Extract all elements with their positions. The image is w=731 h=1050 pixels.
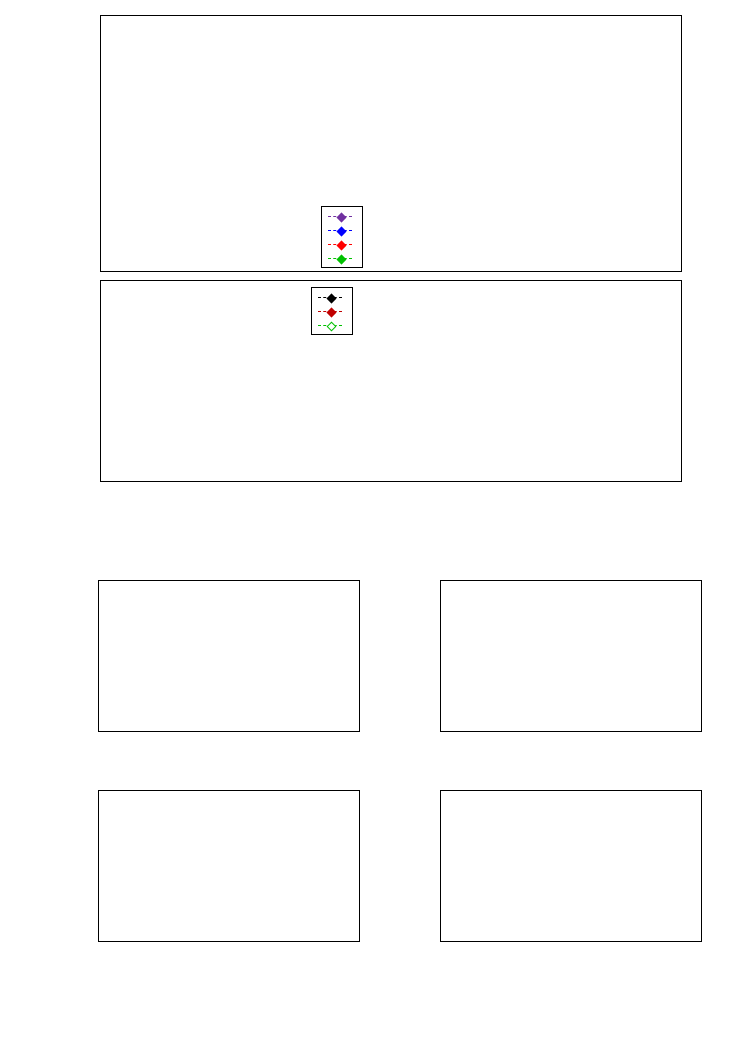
chart-water-opah: [440, 790, 702, 942]
chart-air-opah: [440, 580, 702, 732]
chart-air-pah: [98, 580, 360, 732]
legend-pah: [321, 206, 363, 268]
chart-pah-flux: [100, 15, 682, 272]
chart-opah-flux: [100, 280, 682, 482]
chart-water-pah: [98, 790, 360, 942]
legend-opah: [311, 287, 353, 335]
